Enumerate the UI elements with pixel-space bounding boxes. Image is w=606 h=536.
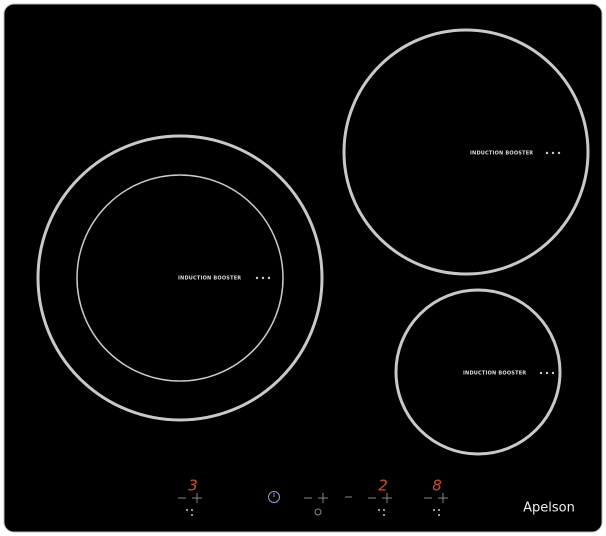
power-button[interactable] xyxy=(268,491,280,503)
brand-logo: Apelson xyxy=(523,501,575,516)
zone-ring xyxy=(342,28,590,276)
zone-ring-outer xyxy=(36,134,324,422)
level-display: 8 xyxy=(432,477,442,495)
indicator-dots xyxy=(545,151,561,155)
zone-ring xyxy=(394,288,562,456)
touch-controls[interactable] xyxy=(178,493,448,516)
zone-ring-inner xyxy=(76,174,284,382)
zone-markers xyxy=(186,509,440,516)
glass-top xyxy=(3,3,603,533)
level-display: 3 xyxy=(188,477,198,495)
zone-label: INDUCTION BOOSTER xyxy=(463,371,526,377)
zone-label: INDUCTION BOOSTER xyxy=(178,276,241,282)
indicator-dots xyxy=(255,276,271,280)
level-display: 2 xyxy=(378,477,388,495)
zone-label: INDUCTION BOOSTER xyxy=(470,151,533,157)
indicator-dots xyxy=(539,371,555,375)
